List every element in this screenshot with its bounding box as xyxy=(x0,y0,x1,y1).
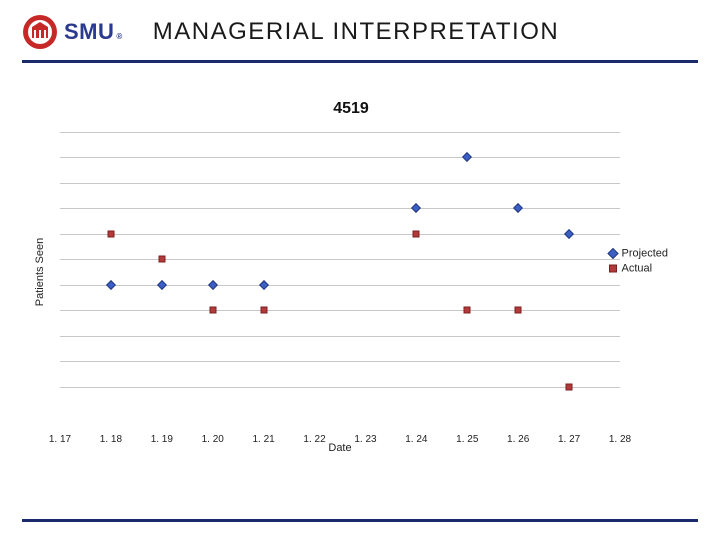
data-point xyxy=(209,307,216,314)
legend-label: Actual xyxy=(622,262,653,274)
legend: Projected Actual xyxy=(609,244,668,277)
data-point xyxy=(413,205,420,212)
trademark-symbol: ® xyxy=(116,32,122,41)
smu-seal-icon xyxy=(22,14,58,50)
data-point xyxy=(209,281,216,288)
header-rule xyxy=(22,60,698,63)
gridlines xyxy=(60,132,620,412)
smu-wordmark: SMU ® xyxy=(64,19,123,45)
chart-4519: 4519 Patients Seen 1. 171. 181. 191. 201… xyxy=(36,100,666,480)
data-point xyxy=(107,230,114,237)
page-title: MANAGERIAL INTERPRETATION xyxy=(153,18,559,46)
data-point xyxy=(566,230,573,237)
smu-wordmark-text: SMU xyxy=(64,19,114,45)
smu-logo: SMU ® xyxy=(22,14,123,50)
data-point xyxy=(515,307,522,314)
data-point xyxy=(260,307,267,314)
data-point xyxy=(464,307,471,314)
square-marker-icon xyxy=(609,264,617,272)
diamond-marker-icon xyxy=(607,248,618,259)
data-point xyxy=(260,281,267,288)
legend-label: Projected xyxy=(622,247,668,259)
chart-title: 4519 xyxy=(36,100,666,118)
legend-item-actual: Actual xyxy=(609,262,668,274)
data-point xyxy=(464,154,471,161)
data-point xyxy=(158,256,165,263)
data-point xyxy=(413,230,420,237)
slide: SMU ® MANAGERIAL INTERPRETATION 4519 Pat… xyxy=(0,0,720,540)
data-point xyxy=(566,383,573,390)
data-point xyxy=(158,281,165,288)
footer-rule xyxy=(22,519,698,522)
y-axis-label: Patients Seen xyxy=(34,238,46,307)
x-axis-label: Date xyxy=(328,442,351,454)
header: SMU ® MANAGERIAL INTERPRETATION xyxy=(22,14,698,50)
data-point xyxy=(515,205,522,212)
data-point xyxy=(107,281,114,288)
plot-area: Patients Seen 1. 171. 181. 191. 201. 211… xyxy=(60,132,620,412)
legend-item-projected: Projected xyxy=(609,247,668,259)
